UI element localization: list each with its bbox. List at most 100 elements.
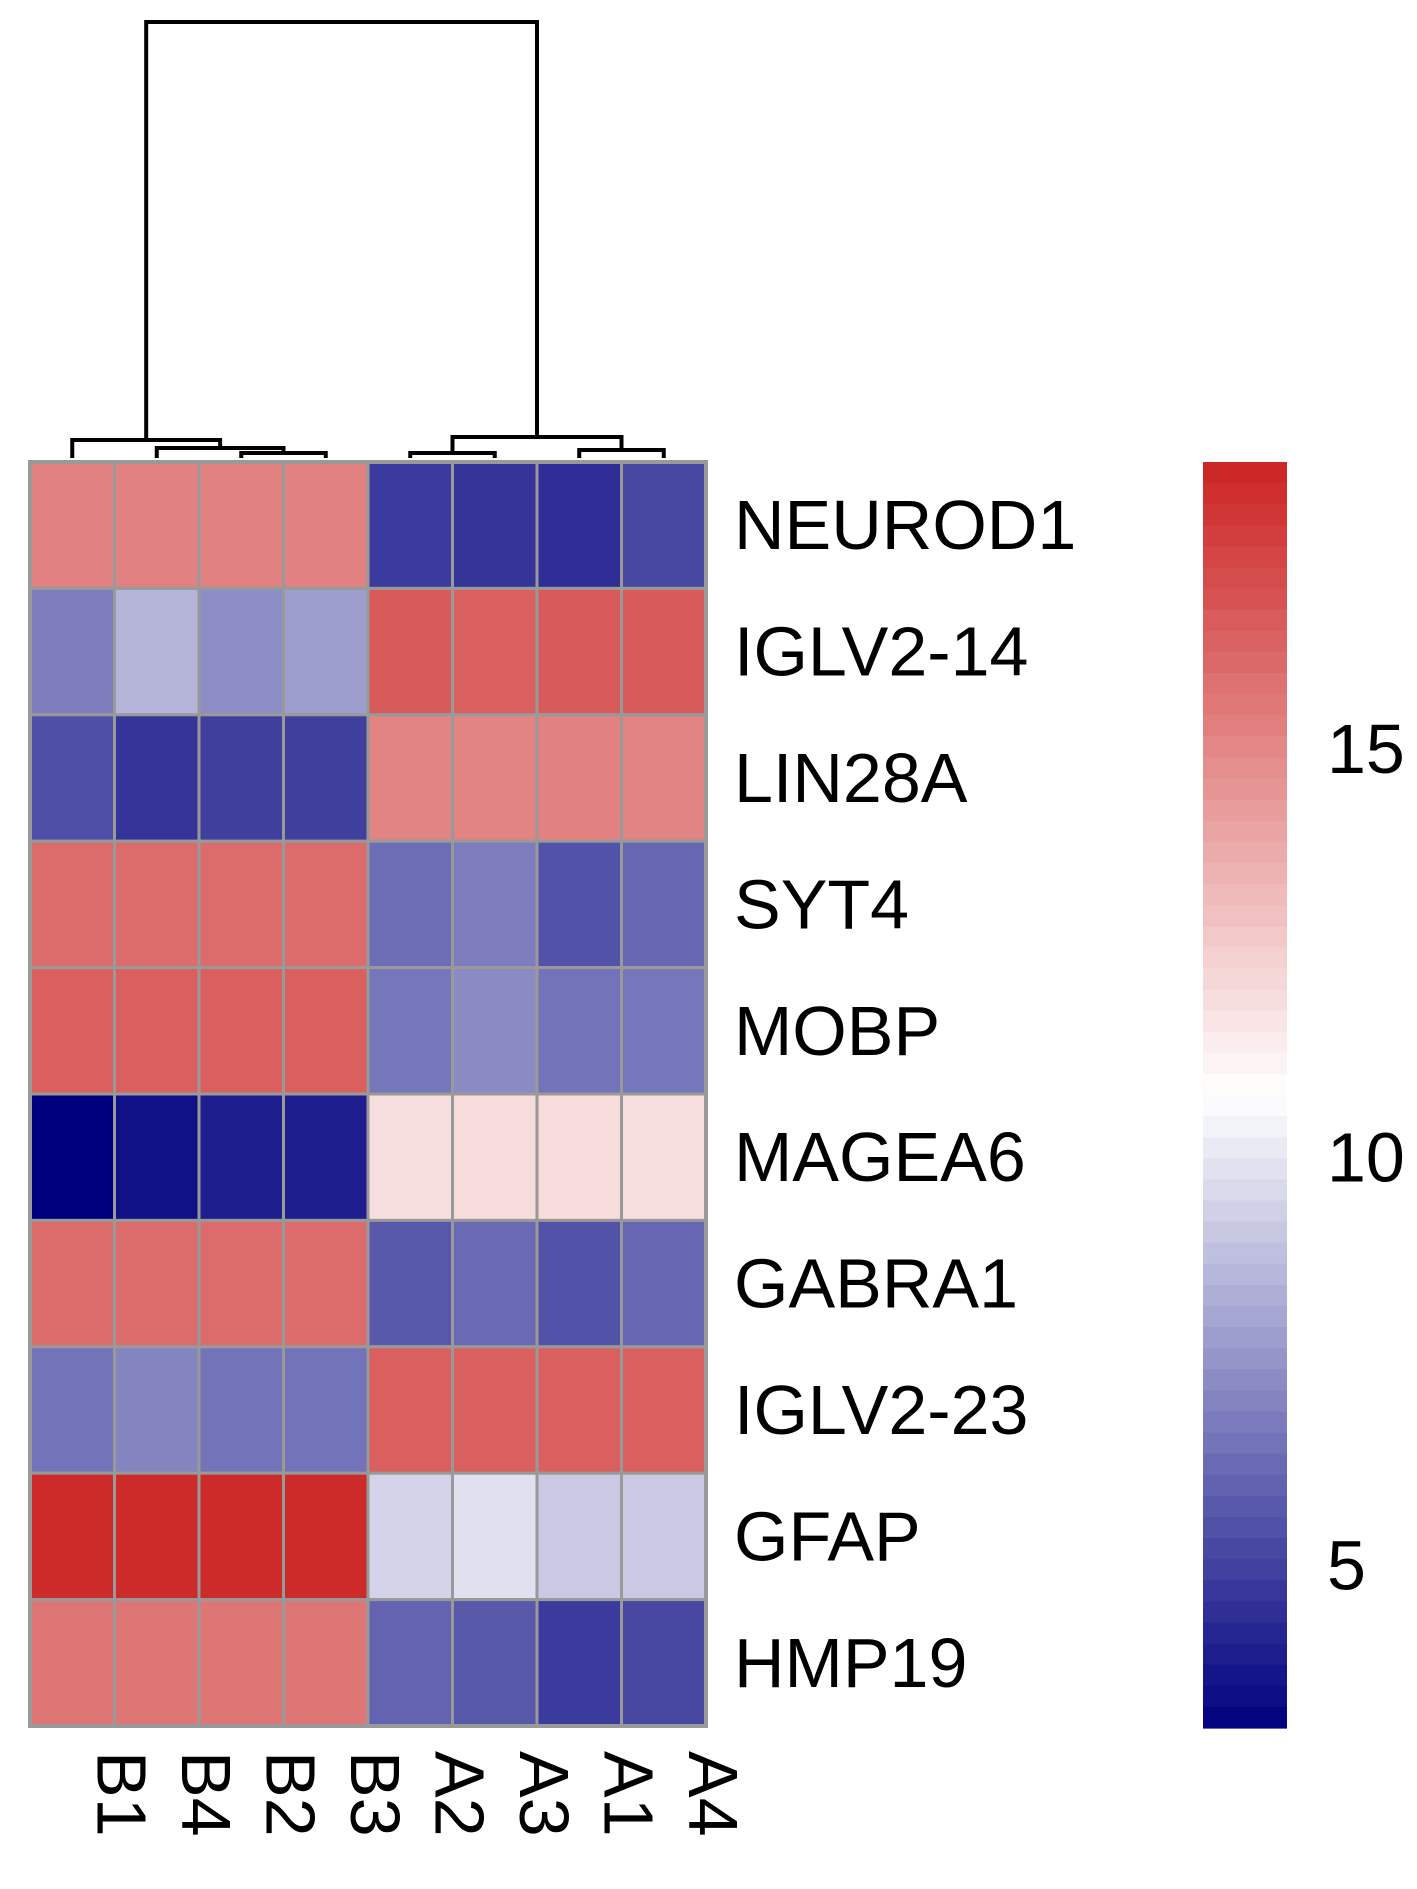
color-scale-tick-label: 10: [1327, 1118, 1405, 1196]
color-scale-step: [1203, 947, 1287, 969]
column-label: A1: [589, 1751, 667, 1837]
color-scale-step: [1203, 968, 1287, 991]
heatmap-cell-NEUROD1-B2: [197, 460, 285, 590]
heatmap-cell-HMP19-B4: [113, 1598, 201, 1728]
heatmap-cell-MOBP-A4: [620, 966, 708, 1096]
heatmap-cell-GFAP-A2: [366, 1471, 454, 1602]
color-scale-step: [1203, 1601, 1287, 1624]
heatmap-cell-SYT4-A2: [366, 839, 454, 970]
column-label: B1: [82, 1751, 160, 1837]
color-scale-step: [1203, 1706, 1287, 1729]
color-scale-step: [1203, 778, 1287, 801]
color-scale-step: [1203, 1242, 1287, 1265]
heatmap-cell-MAGEA6-B3: [282, 1092, 370, 1222]
color-scale-step: [1203, 1664, 1287, 1687]
color-scale-step: [1203, 1411, 1287, 1434]
color-scale-step: [1203, 926, 1287, 948]
color-scale-step: [1203, 1685, 1287, 1708]
heatmap-cell-IGLV2-23-A3: [451, 1345, 539, 1475]
heatmap-cell-NEUROD1-B4: [113, 460, 201, 590]
heatmap-cell-IGLV2-23-B3: [282, 1345, 370, 1475]
heatmap-cell-GFAP-B3: [282, 1471, 370, 1602]
color-scale-step: [1203, 1031, 1287, 1054]
color-scale-step: [1203, 483, 1287, 505]
color-scale-step: [1203, 546, 1287, 569]
color-scale-step: [1203, 1263, 1287, 1286]
heatmap-cell-IGLV2-14-B4: [113, 586, 201, 717]
heatmap-cell-NEUROD1-B3: [282, 460, 370, 590]
color-scale-step: [1203, 1580, 1287, 1602]
color-scale-step: [1203, 820, 1287, 843]
heatmap-cell-SYT4-B4: [113, 839, 201, 970]
heatmap-cell-SYT4-A4: [620, 839, 708, 970]
heatmap-cell-GFAP-B4: [113, 1471, 201, 1602]
heatmap-cell-GABRA1-B1: [28, 1218, 116, 1349]
color-scale-step: [1203, 1559, 1287, 1581]
color-scale-step: [1203, 1327, 1287, 1349]
heatmap-cells: [28, 460, 708, 1728]
heatmap-cell-SYT4-B3: [282, 839, 370, 970]
heatmap-cell-IGLV2-14-B2: [197, 586, 285, 717]
column-label: A3: [505, 1751, 583, 1837]
color-scale-step: [1203, 1369, 1287, 1391]
heatmap-cell-IGLV2-14-A3: [451, 586, 539, 717]
heatmap-cell-MAGEA6-B1: [28, 1092, 116, 1222]
heatmap-cell-MAGEA6-A2: [366, 1092, 454, 1222]
color-scale-step: [1203, 1453, 1287, 1476]
color-scale-step: [1203, 841, 1287, 864]
row-label: HMP19: [734, 1624, 967, 1702]
color-scale-step: [1203, 1306, 1287, 1328]
color-scale-step: [1203, 905, 1287, 927]
heatmap-cell-SYT4-B1: [28, 839, 116, 970]
color-scale-step: [1203, 1495, 1287, 1518]
heatmap-cell-GFAP-A1: [535, 1471, 623, 1602]
heatmap-cell-IGLV2-23-B4: [113, 1345, 201, 1475]
color-scale-step: [1203, 1095, 1287, 1117]
heatmap-cell-IGLV2-14-B3: [282, 586, 370, 717]
color-scale-step: [1203, 1137, 1287, 1159]
color-scale-step: [1203, 673, 1287, 695]
column-dendrogram: [70, 20, 666, 458]
heatmap-cell-GABRA1-A4: [620, 1218, 708, 1349]
heatmap-cell-MAGEA6-A1: [535, 1092, 623, 1222]
heatmap-cell-SYT4-A1: [535, 839, 623, 970]
heatmap-cell-HMP19-A2: [366, 1598, 454, 1728]
color-scale-step: [1203, 1221, 1287, 1244]
heatmap-cell-MAGEA6-B2: [197, 1092, 285, 1222]
heatmap-cell-IGLV2-23-A2: [366, 1345, 454, 1475]
heatmap-cell-NEUROD1-B1: [28, 460, 116, 590]
heatmap-cell-NEUROD1-A3: [451, 460, 539, 590]
column-label: B4: [167, 1751, 245, 1837]
color-scale-step: [1203, 799, 1287, 822]
heatmap-cell-NEUROD1-A2: [366, 460, 454, 590]
color-scale-step: [1203, 630, 1287, 653]
column-label: A2: [420, 1751, 498, 1837]
color-scale-step: [1203, 1474, 1287, 1497]
color-scale-step: [1203, 1348, 1287, 1370]
color-scale-step: [1203, 525, 1287, 547]
row-labels: NEUROD1 IGLV2-14 LIN28A SYT4 MOBP MAGEA6 GABRA…: [734, 486, 1076, 1702]
color-scale-step: [1203, 1432, 1287, 1455]
color-scale-legend: 5 10 15: [1203, 462, 1405, 1729]
row-label: MOBP: [734, 992, 940, 1070]
heatmap-cell-IGLV2-23-B2: [197, 1345, 285, 1475]
heatmap-cell-HMP19-A3: [451, 1598, 539, 1728]
row-label: SYT4: [734, 865, 909, 943]
heatmap-cell-MOBP-B2: [197, 966, 285, 1096]
heatmap-cell-GABRA1-A2: [366, 1218, 454, 1349]
heatmap-cell-LIN28A-A2: [366, 713, 454, 843]
color-scale-step: [1203, 1284, 1287, 1307]
color-scale-step: [1203, 1052, 1287, 1075]
color-scale-step: [1203, 462, 1287, 484]
color-scale-step: [1203, 1390, 1287, 1413]
row-label: GFAP: [734, 1497, 921, 1575]
color-scale-step: [1203, 862, 1287, 885]
heatmap-cell-MOBP-B4: [113, 966, 201, 1096]
color-scale-step: [1203, 1643, 1287, 1666]
heatmap-cell-LIN28A-B3: [282, 713, 370, 843]
column-labels: B1 B4 B2 B3 A2 A3 A1 A4: [82, 1751, 752, 1837]
heatmap-cell-IGLV2-23-A1: [535, 1345, 623, 1475]
heatmap-cell-MOBP-B3: [282, 966, 370, 1096]
heatmap-cell-NEUROD1-A1: [535, 460, 623, 590]
